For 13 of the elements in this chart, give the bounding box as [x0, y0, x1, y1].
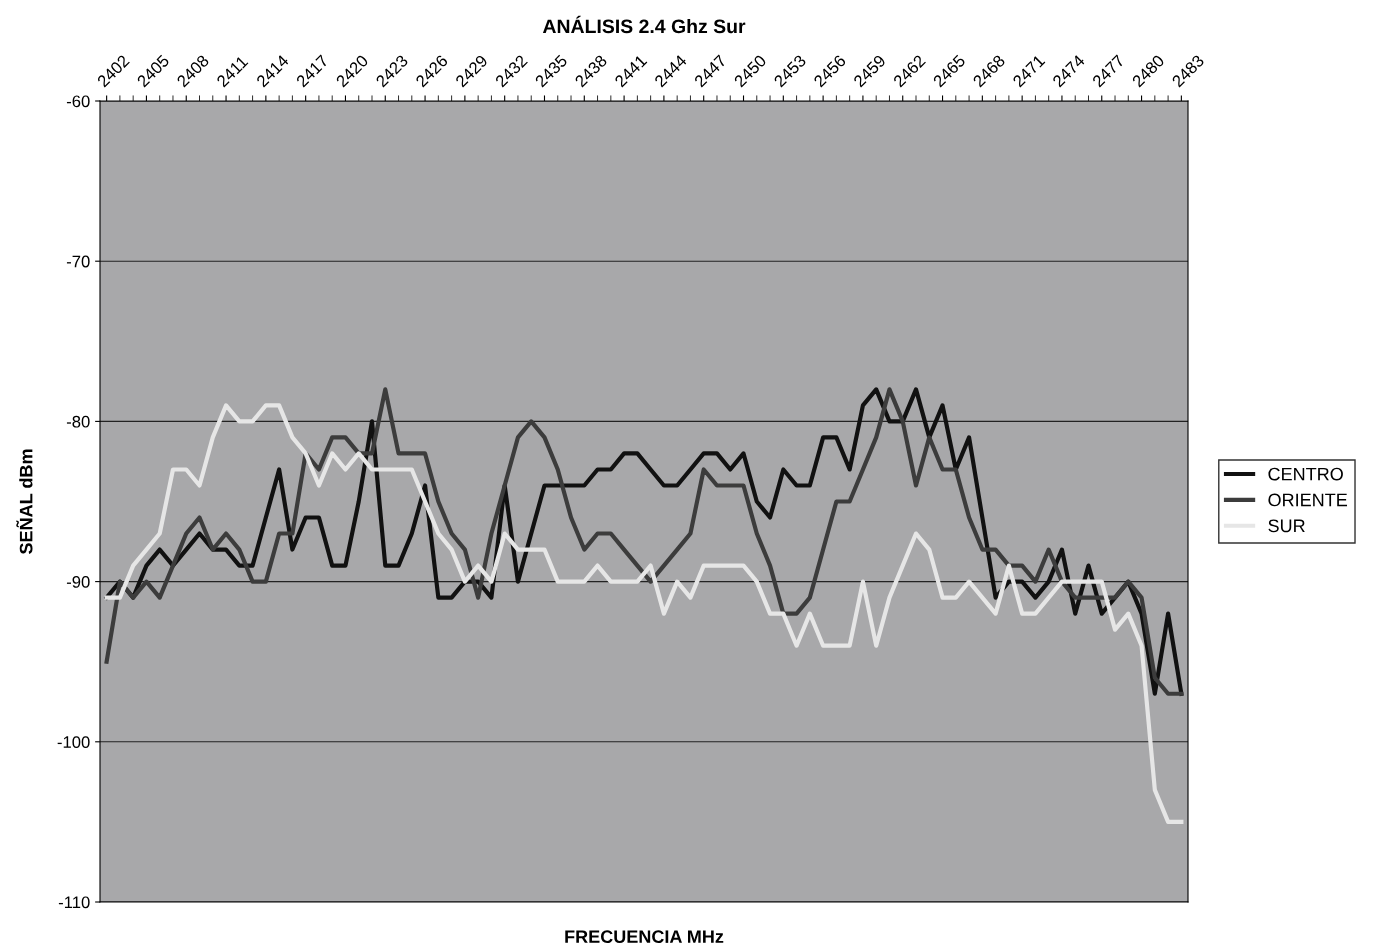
y-axis-title: SEÑAL dBm	[16, 449, 33, 554]
y-tick-label: -90	[66, 576, 90, 588]
x-axis-title: FRECUENCIA MHz	[565, 930, 724, 944]
y-tick-label: -100	[57, 736, 90, 748]
legend-label: SUR	[1268, 519, 1305, 533]
chart-title: ANÁLISIS 2.4 Ghz Sur	[542, 15, 746, 34]
y-tick-label: -70	[66, 255, 90, 268]
legend-label: ORIENTE	[1268, 493, 1348, 507]
y-tick-label: -60	[66, 95, 90, 108]
legend-label: CENTRO	[1268, 467, 1343, 481]
line-series	[104, 403, 1184, 824]
y-tick-label: -80	[66, 415, 90, 428]
y-tick-label: -110	[58, 896, 90, 909]
